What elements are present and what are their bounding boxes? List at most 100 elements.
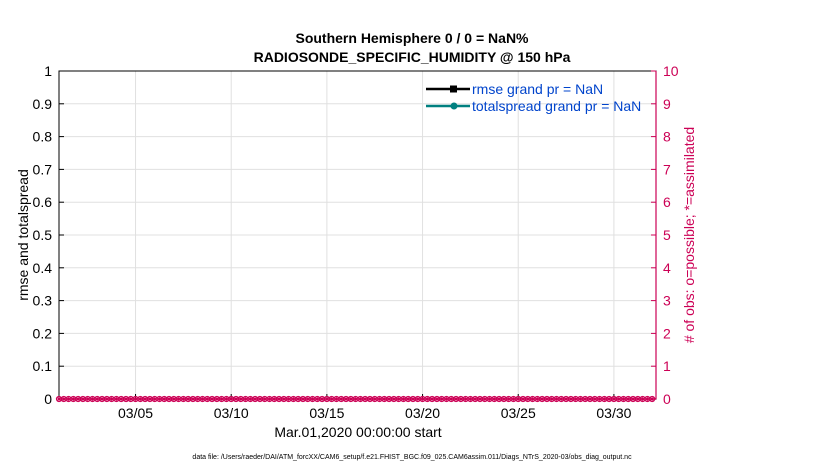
obs-assimilated-marker-33 xyxy=(214,396,220,402)
obs-assimilated-marker-15 xyxy=(128,396,134,402)
obs-assimilated-marker-104 xyxy=(554,396,559,402)
obs-assimilated-marker-52 xyxy=(305,396,311,402)
obs-assimilated-marker-53 xyxy=(310,396,316,402)
obs-assimilated-marker-0 xyxy=(56,396,62,402)
obs-assimilated-marker-109 xyxy=(577,396,583,402)
obs-assimilated-marker-25 xyxy=(176,396,182,402)
obs-assimilated-marker-116 xyxy=(611,396,617,402)
obs-assimilated-marker-97 xyxy=(520,396,526,402)
obs-assimilated-marker-88 xyxy=(477,396,483,402)
obs-assimilated-marker-102 xyxy=(544,396,550,402)
obs-assimilated-marker-60 xyxy=(343,396,349,402)
obs-assimilated-marker-42 xyxy=(257,396,263,402)
obs-assimilated-marker-7 xyxy=(89,396,95,402)
obs-assimilated-marker-9 xyxy=(99,396,105,402)
obs-assimilated-marker-47 xyxy=(281,396,287,402)
obs-assimilated-marker-90 xyxy=(487,396,493,402)
chart-title: Southern Hemisphere 0 / 0 = NaN% xyxy=(295,30,529,46)
legend-marker-totalspread xyxy=(450,102,458,110)
obs-assimilated-marker-45 xyxy=(271,396,277,402)
y2-tick-label-4: 4 xyxy=(663,260,671,276)
y2-tick-label-0: 0 xyxy=(663,391,671,407)
obs-assimilated-marker-13 xyxy=(118,396,124,402)
obs-assimilated-marker-85 xyxy=(463,396,469,402)
y2-tick-label-9: 9 xyxy=(663,96,671,112)
obs-assimilated-marker-106 xyxy=(563,396,569,402)
obs-assimilated-marker-83 xyxy=(453,396,459,402)
x-tick-label-0: 03/05 xyxy=(118,405,153,421)
obs-assimilated-marker-32 xyxy=(209,396,215,402)
obs-assimilated-marker-66 xyxy=(372,396,378,402)
obs-assimilated-marker-89 xyxy=(482,396,488,402)
data-file-footer: data file: /Users/raeder/DAI/ATM_forcXX/… xyxy=(192,454,632,461)
obs-assimilated-marker-38 xyxy=(238,396,244,402)
obs-assimilated-marker-84 xyxy=(458,396,464,402)
obs-assimilated-marker-23 xyxy=(166,396,172,402)
y2-axis-label: # of obs: o=possible; *=assimilated xyxy=(681,127,697,343)
obs-assimilated-marker-79 xyxy=(434,396,440,402)
x-tick-label-3: 03/20 xyxy=(405,405,440,421)
obs-assimilated-marker-39 xyxy=(243,396,249,402)
obs-assimilated-marker-67 xyxy=(377,396,383,402)
obs-assimilated-marker-112 xyxy=(592,396,598,402)
obs-assimilated-marker-95 xyxy=(510,396,516,402)
x-tick-label-2: 03/15 xyxy=(309,405,344,421)
obs-assimilated-marker-21 xyxy=(156,396,162,402)
obs-assimilated-marker-117 xyxy=(616,396,622,402)
x-tick-label-1: 03/10 xyxy=(214,405,249,421)
legend-label-totalspread: totalspread grand pr = NaN xyxy=(472,98,641,114)
obs-assimilated-marker-24 xyxy=(171,396,177,402)
y2-tick-label-7: 7 xyxy=(663,161,671,177)
obs-assimilated-marker-14 xyxy=(123,396,129,402)
obs-assimilated-marker-50 xyxy=(295,396,301,402)
y-tick-label-6: 0.6 xyxy=(33,194,53,210)
y-tick-label-4: 0.4 xyxy=(33,260,53,276)
obs-assimilated-marker-71 xyxy=(396,396,402,402)
obs-assimilated-marker-69 xyxy=(386,396,392,402)
obs-assimilated-marker-29 xyxy=(195,396,201,402)
obs-assimilated-marker-111 xyxy=(587,396,593,402)
obs-assimilated-marker-17 xyxy=(137,396,143,402)
obs-assimilated-marker-10 xyxy=(104,396,110,402)
y2-tick-label-1: 1 xyxy=(663,358,671,374)
y2-tick-label-10: 10 xyxy=(663,63,679,79)
obs-assimilated-marker-35 xyxy=(223,396,229,402)
y-tick-label-8: 0.8 xyxy=(33,129,53,145)
legend: rmse grand pr = NaN totalspread grand pr… xyxy=(426,81,641,114)
chart-subtitle: RADIOSONDE_SPECIFIC_HUMIDITY @ 150 hPa xyxy=(254,49,571,65)
y2-tick-label-2: 2 xyxy=(663,325,671,341)
obs-assimilated-marker-92 xyxy=(496,396,502,402)
y-tick-label-2: 0.2 xyxy=(33,325,53,341)
obs-assimilated-marker-26 xyxy=(180,396,186,402)
obs-assimilated-marker-78 xyxy=(429,396,435,402)
obs-assimilated-marker-20 xyxy=(152,396,158,402)
y-tick-label-3: 0.3 xyxy=(33,293,53,309)
obs-assimilated-marker-124 xyxy=(649,396,655,402)
obs-assimilated-marker-1 xyxy=(61,396,67,402)
x-tick-label-4: 03/25 xyxy=(501,405,536,421)
obs-assimilated-marker-73 xyxy=(405,396,411,402)
obs-count-series xyxy=(55,395,656,403)
obs-assimilated-marker-37 xyxy=(233,396,239,402)
y-axis-left: 0 0.1 0.2 0.3 0.4 0.5 0.6 0.7 0.8 0.9 1 xyxy=(33,63,64,407)
obs-assimilated-marker-74 xyxy=(410,396,416,402)
obs-assimilated-marker-99 xyxy=(530,396,536,402)
obs-assimilated-marker-48 xyxy=(286,396,292,402)
y2-tick-label-8: 8 xyxy=(663,129,671,145)
obs-assimilated-marker-36 xyxy=(228,396,234,402)
obs-assimilated-marker-75 xyxy=(415,396,421,402)
legend-label-rmse: rmse grand pr = NaN xyxy=(472,81,603,97)
obs-assimilated-marker-56 xyxy=(324,396,330,402)
obs-assimilated-marker-65 xyxy=(367,396,373,402)
obs-assimilated-marker-122 xyxy=(640,396,646,402)
obs-assimilated-marker-68 xyxy=(381,396,387,402)
obs-assimilated-marker-19 xyxy=(147,396,153,402)
obs-assimilated-marker-115 xyxy=(606,396,612,402)
obs-assimilated-marker-34 xyxy=(219,396,225,402)
obs-assimilated-marker-120 xyxy=(630,396,636,402)
obs-assimilated-marker-107 xyxy=(568,396,574,402)
obs-assimilated-marker-103 xyxy=(549,396,555,402)
x-axis: 03/05 03/10 03/15 03/20 03/25 03/30 xyxy=(118,394,632,421)
obs-assimilated-marker-44 xyxy=(266,396,272,402)
obs-assimilated-marker-16 xyxy=(133,396,139,402)
